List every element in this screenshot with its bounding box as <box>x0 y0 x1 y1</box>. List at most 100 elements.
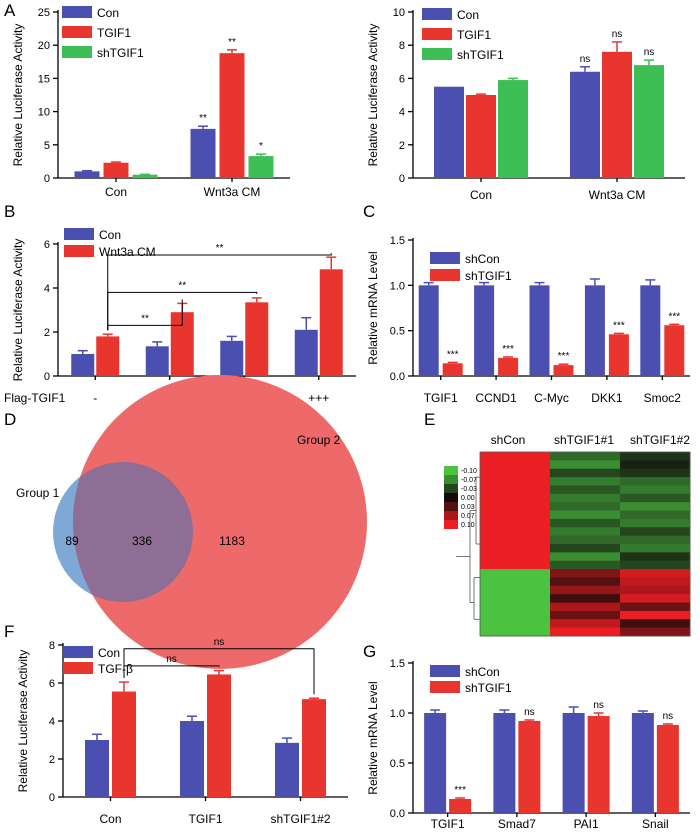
a2-legend-label-con: Con <box>457 8 479 22</box>
a-bar-con-wnt3a-cm <box>190 128 216 178</box>
b-legend-swatch-wnt3a-cm <box>64 245 94 257</box>
heatmap-cell-r8-c0 <box>480 518 551 528</box>
heatmap-cell-r9-c2 <box>620 527 691 537</box>
c-legend-swatch-shtgif1 <box>430 269 460 281</box>
a2-legend-label-shtgif1: shTGIF1 <box>457 48 504 62</box>
heatmap-cell-r18-c1 <box>550 602 621 612</box>
a2-significance-label: ns <box>612 29 623 40</box>
panel-label-d: D <box>4 410 16 429</box>
heatmap-cell-r13-c1 <box>550 560 621 570</box>
c-significance-label: *** <box>447 349 459 360</box>
b-category-label: +++ <box>308 391 329 405</box>
c-category-label: TGIF1 <box>424 391 458 405</box>
heatmap-cell-r7-c0 <box>480 510 551 520</box>
a-legend-swatch-tgif1 <box>62 26 92 38</box>
heatmap-cell-r18-c2 <box>620 602 691 612</box>
c-significance-label: *** <box>613 320 625 331</box>
heatmap-cell-r3-c2 <box>620 477 691 486</box>
heatmap-cell-r2-c2 <box>620 468 691 478</box>
a-significance-label: * <box>259 141 263 152</box>
heatmap-cell-r3-c0 <box>480 477 551 486</box>
heatmap-cell-r13-c2 <box>620 560 691 570</box>
heatmap-cell-r20-c0 <box>480 619 551 629</box>
heatmap-cell-r12-c1 <box>550 552 621 562</box>
a-legend-label-tgif1: TGIF1 <box>97 26 131 40</box>
panel-a2-chart: 0 2 4 6 8 10 Con Wnt3a CM ns ns ns Relative Lucifer… <box>366 7 685 202</box>
g-bar-shtgif1-pai1 <box>587 716 610 813</box>
b-bar-con- <box>71 354 95 376</box>
heatmap-scale-swatch <box>444 475 458 484</box>
heatmap-scale-label: -0.07 <box>461 477 477 484</box>
g-bar-shcon-pai1 <box>562 713 585 813</box>
g-legend-swatch-shcon <box>430 665 460 677</box>
panel-d-venn: Group 1 Group 2 89 336 1183 <box>16 375 367 669</box>
heatmap-cell-r12-c0 <box>480 552 551 562</box>
heatmap-cell-r10-c0 <box>480 535 551 545</box>
c-legend-label-shcon: shCon <box>465 252 500 266</box>
venn-count-overlap: 336 <box>132 534 152 548</box>
b-bar-wnt3a-cm- <box>245 302 269 376</box>
b-legend-label-wnt3a-cm: Wnt3a CM <box>99 245 156 259</box>
venn-overlap-region <box>73 462 193 602</box>
g-significance-label: ns <box>593 700 604 711</box>
heatmap-cell-r21-c1 <box>550 627 621 637</box>
f-legend-swatch-tgf <box>63 662 93 674</box>
heatmap-cell-r2-c1 <box>550 468 621 478</box>
heatmap-scale-swatch <box>444 493 458 502</box>
f-comparison-label: ns <box>166 654 177 665</box>
c-bar-shcon-c-myc <box>529 285 550 376</box>
c-legend-swatch-shcon <box>430 252 460 264</box>
b-comparison-label: ** <box>216 243 224 254</box>
venn-count-group-2-only: 1183 <box>219 534 245 548</box>
heatmap-cell-r1-c2 <box>620 460 691 470</box>
c-bar-shtgif1-ccnd1 <box>498 357 519 376</box>
heatmap-cell-r19-c2 <box>620 610 691 620</box>
a-bar-con-con <box>74 171 100 178</box>
panel-label-e: E <box>424 410 435 429</box>
heatmap-cell-r10-c2 <box>620 535 691 545</box>
g-legend-label-shtgif1: shTGIF1 <box>465 681 512 695</box>
b-bar-con- <box>145 346 169 376</box>
a-legend-label-con: Con <box>97 6 119 20</box>
b-legend-swatch-con <box>64 228 94 240</box>
heatmap-cell-r15-c0 <box>480 577 551 587</box>
b-bar-wnt3a-cm- <box>96 336 120 376</box>
g-category-label: Smad7 <box>498 817 536 831</box>
heatmap-cell-r19-c1 <box>550 610 621 620</box>
panel-e-heatmap: shCon shTGIF1#1 shTGIF1#2 -0.10 -0.07 -0.03 0.… <box>444 433 691 637</box>
c-bar-shcon-ccnd1 <box>474 285 495 376</box>
heatmap-cell-r9-c1 <box>550 527 621 537</box>
heatmap-cell-r17-c1 <box>550 594 621 604</box>
heatmap-cell-r8-c1 <box>550 518 621 528</box>
a-significance-label: ** <box>199 113 207 124</box>
panel-label-a: A <box>4 1 16 20</box>
heatmap-cell-r14-c1 <box>550 569 621 578</box>
b-comparison-bracket <box>107 253 332 331</box>
b-y-tick-label: 4 <box>44 283 50 295</box>
panel-g-chart: 0.0 0.5 1.0 1.5 TGIF1 Smad7 PAI1 Snail *** ns ns ns… <box>366 658 690 831</box>
a2-y-tick-label: 8 <box>399 40 405 52</box>
g-category-label: TGIF1 <box>431 817 465 831</box>
heatmap-cell-r11-c1 <box>550 544 621 553</box>
g-bar-shcon-smad7 <box>493 713 516 813</box>
heatmap-cell-r16-c1 <box>550 585 621 595</box>
heatmap-cell-r21-c0 <box>480 627 551 637</box>
heatmap-cell-r14-c2 <box>620 569 691 578</box>
c-y-tick-label: 1.0 <box>390 280 405 292</box>
c-bar-shcon-tgif1 <box>418 285 439 376</box>
heatmap-cell-r7-c2 <box>620 510 691 520</box>
f-y-tick-label: 8 <box>49 640 55 652</box>
heatmap-cell-r17-c2 <box>620 594 691 604</box>
heatmap-scale-label: 0.07 <box>461 513 475 520</box>
c-bar-shtgif1-smoc2 <box>664 325 685 376</box>
a2-y-tick-label: 2 <box>399 140 405 152</box>
heatmap-cell-r6-c0 <box>480 502 551 512</box>
heatmap-cell-r8-c2 <box>620 518 691 528</box>
a2-bar-shtgif1-wnt3a-cm <box>634 65 664 178</box>
heatmap-scale-swatch <box>444 520 458 529</box>
c-bar-shcon-dkk1 <box>584 285 605 376</box>
panel-label-c: C <box>363 202 375 221</box>
a2-bar-tgif1-con <box>466 95 496 178</box>
panel-label-g: G <box>363 642 376 661</box>
